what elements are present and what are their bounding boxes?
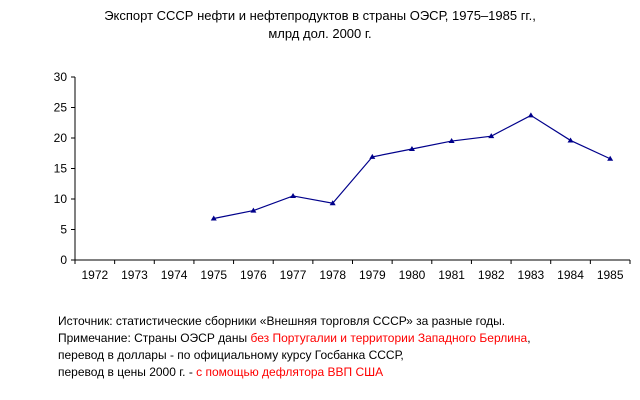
data-point	[369, 153, 376, 159]
series-line	[213, 114, 611, 220]
x-tick-label: 1976	[240, 268, 267, 282]
data-point	[567, 137, 574, 143]
chart-subtitle: млрд дол. 2000 г.	[268, 26, 372, 41]
data-point	[527, 112, 534, 118]
x-tick-label: 1975	[200, 268, 227, 282]
x-tick-label: 1980	[399, 268, 426, 282]
chart-svg: 0 5 10 15 20 25 30 1972 1973 1974 1975 1976 1977 1978…	[54, 70, 631, 282]
x-tick-label: 1973	[121, 268, 148, 282]
source-note: Источник: статистические сборники «Внешн…	[58, 314, 506, 328]
prices-highlight: с помощью дефлятора ВВП США	[196, 365, 384, 379]
remark-prefix: Примечание: Страны ОЭСР даны	[58, 331, 251, 345]
y-tick-label: 25	[54, 101, 68, 115]
chart-title: Экспорт СССР нефти и нефтепродуктов в ст…	[104, 8, 536, 23]
y-tick-label: 30	[54, 70, 68, 84]
remark-suffix: ,	[527, 331, 531, 345]
notes-block: Источник: статистические сборники «Внешн…	[58, 313, 531, 381]
x-tick-label: 1983	[518, 268, 545, 282]
data-point	[408, 145, 415, 151]
data-point	[329, 200, 336, 206]
data-point	[448, 138, 455, 144]
x-tick-label: 1982	[478, 268, 505, 282]
remark-note: Примечание: Страны ОЭСР даны без Португа…	[58, 330, 531, 347]
y-tick-label: 0	[60, 253, 67, 267]
data-point	[290, 192, 297, 198]
data-point	[250, 207, 257, 213]
x-tick-label: 1978	[319, 268, 346, 282]
y-tick-label: 10	[54, 192, 68, 206]
x-tick-label: 1972	[81, 268, 108, 282]
prices-note: перевод в цены 2000 г. - с помощью дефля…	[58, 364, 531, 381]
y-tick-label: 5	[60, 223, 67, 237]
data-point	[607, 155, 614, 161]
y-tick-label: 15	[54, 162, 68, 176]
x-tick-label: 1977	[280, 268, 307, 282]
conversion-note: перевод в доллары - по официальному курс…	[58, 348, 404, 362]
x-tick-label: 1984	[557, 268, 584, 282]
remark-highlight: без Португалии и территории Западного Бе…	[250, 331, 528, 345]
data-point	[488, 133, 495, 139]
x-tick-label: 1974	[161, 268, 188, 282]
prices-prefix: перевод в цены 2000 г. -	[58, 365, 197, 379]
data-point	[210, 215, 217, 221]
x-tick-label: 1981	[438, 268, 465, 282]
y-tick-label: 20	[54, 131, 68, 145]
x-tick-label: 1979	[359, 268, 386, 282]
x-tick-label: 1985	[597, 268, 624, 282]
